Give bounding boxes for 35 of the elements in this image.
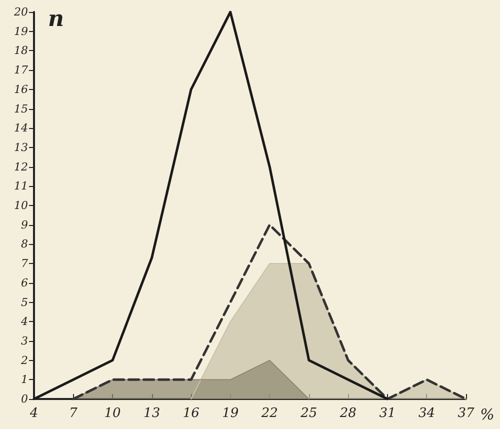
x-tick-label: 22 — [260, 406, 278, 421]
x-tick-label: 25 — [300, 406, 318, 421]
y-tick-label: 9 — [21, 218, 28, 232]
y-tick-label: 2 — [20, 354, 28, 367]
line-series — [72, 224, 468, 400]
y-tick-label: 1 — [21, 373, 28, 386]
y-tick-label: 5 — [21, 296, 28, 309]
y-tick-label: 11 — [14, 180, 28, 193]
y-tick-label: 3 — [21, 334, 28, 348]
y-tick-label: 15 — [14, 102, 28, 116]
y-tick-label: 4 — [20, 315, 28, 328]
x-tick-label: 16 — [182, 406, 200, 421]
x-tick-label: 28 — [338, 406, 356, 421]
y-tick-label: 18 — [14, 44, 28, 58]
x-tick-label: 19 — [222, 406, 239, 421]
x-tick-label: 13 — [144, 406, 160, 421]
x-tick-label: 34 — [418, 406, 435, 421]
y-tick-label: 6 — [21, 276, 28, 290]
y-tick-label: 13 — [14, 140, 28, 154]
y-tick-label: 0 — [21, 392, 28, 406]
x-axis-title: % — [480, 406, 494, 424]
x-tick-label: 7 — [69, 406, 78, 421]
x-tick-label: 37 — [458, 406, 475, 421]
y-axis-title: n — [48, 6, 64, 32]
y-tick-label: 12 — [14, 160, 28, 174]
y-tick-label: 20 — [13, 6, 28, 18]
y-tick-label: 14 — [14, 122, 28, 135]
y-tick-label: 19 — [14, 24, 28, 38]
y-tick-label: 10 — [14, 199, 28, 212]
x-tick-label: 10 — [104, 406, 121, 421]
y-tick-label: 8 — [21, 238, 28, 251]
y-tick-label: 16 — [14, 82, 28, 96]
y-tick-label: 17 — [14, 64, 28, 77]
y-tick-label: 7 — [21, 257, 28, 270]
x-tick-label: 31 — [379, 406, 396, 421]
